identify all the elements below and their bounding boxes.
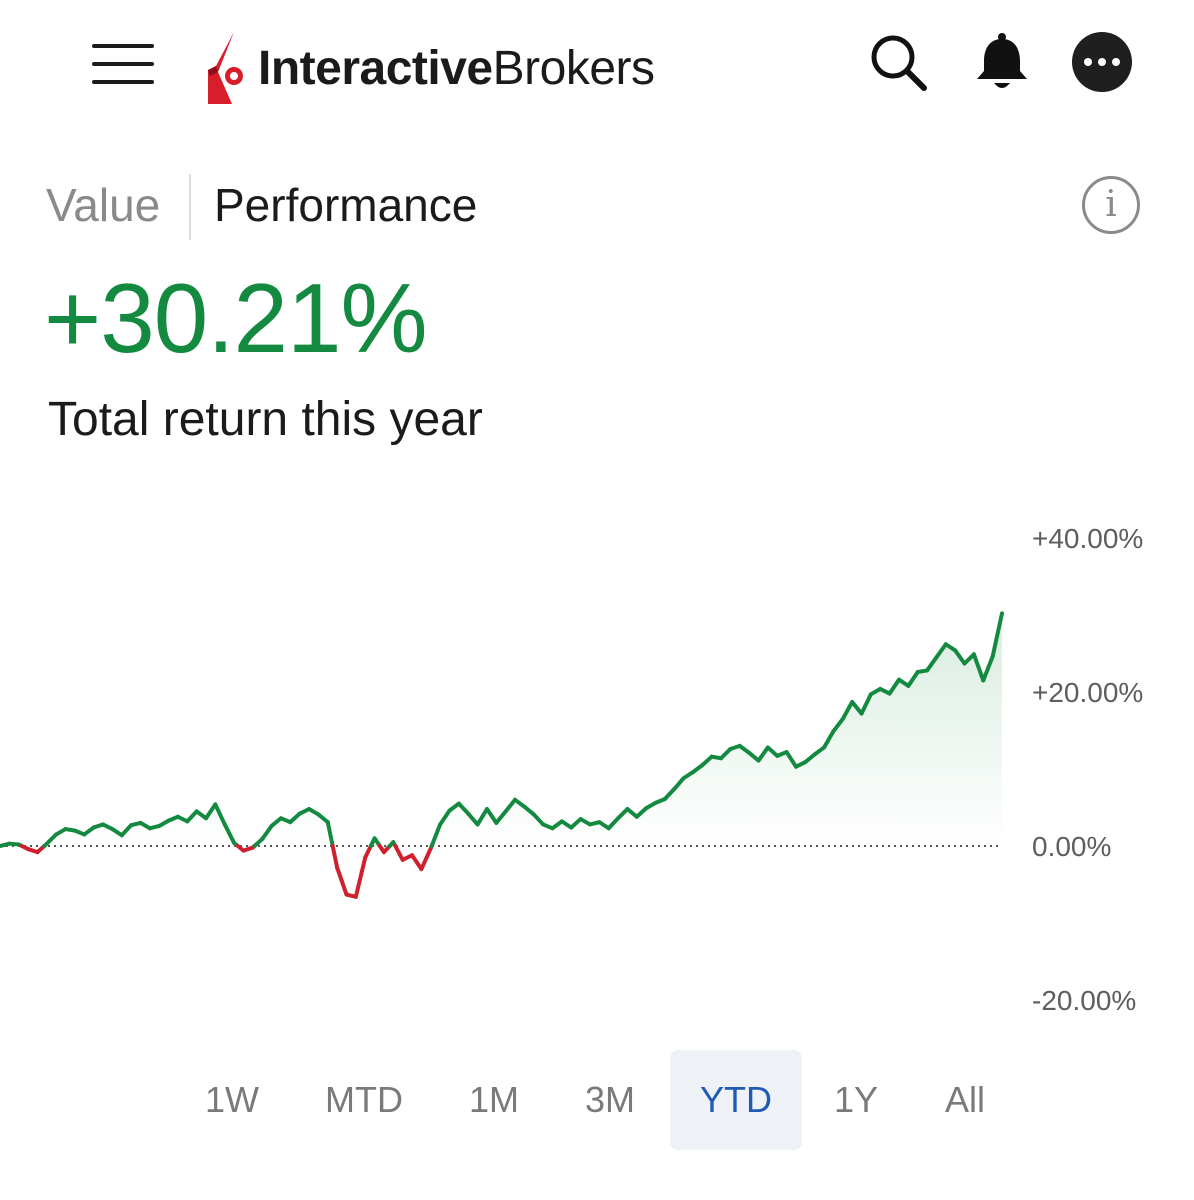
performance-line-segment: [260, 823, 274, 842]
performance-line-segment: [803, 752, 817, 765]
performance-line-segment: [288, 811, 302, 825]
performance-line-segment: [363, 844, 373, 860]
performance-line-segment: [44, 832, 59, 846]
performance-line-segment: [316, 812, 330, 825]
performance-line-segment: [466, 811, 480, 827]
range-3m[interactable]: 3M: [584, 1079, 635, 1120]
performance-line-segment: [971, 652, 986, 683]
performance-line-segment: [494, 809, 508, 825]
menu-icon-bar: [92, 62, 154, 66]
notifications-button[interactable]: [970, 30, 1034, 94]
tab-divider: [189, 174, 191, 240]
performance-line-segment: [213, 802, 227, 827]
brand-logo[interactable]: InteractiveBrokers: [204, 28, 655, 108]
tab-value[interactable]: Value: [46, 179, 161, 231]
performance-line-segment: [269, 816, 283, 828]
performance-line-segment: [503, 797, 518, 814]
search-button[interactable]: [866, 30, 930, 94]
performance-chart[interactable]: +40.00% +20.00% 0.00% -20.00%: [0, 510, 1194, 1030]
performance-line-segment: [204, 802, 218, 821]
performance-line-segment: [330, 844, 340, 870]
performance-area-fill: [0, 613, 1002, 846]
performance-line-segment: [719, 746, 733, 761]
performance-line-segment: [887, 677, 901, 696]
performance-line-segment: [850, 700, 864, 716]
info-icon: i: [1105, 184, 1117, 225]
performance-line-segment: [353, 855, 368, 899]
performance-line-segment: [625, 807, 639, 819]
performance-line-segment: [484, 807, 499, 825]
performance-line-segment: [185, 809, 199, 824]
more-options-button[interactable]: [1072, 32, 1132, 92]
performance-line-segment: [438, 808, 452, 827]
range-all[interactable]: All: [944, 1079, 985, 1120]
performance-line-segment: [325, 820, 335, 848]
performance-line-segment: [859, 692, 873, 716]
performance-line-segment: [606, 816, 621, 831]
performance-line-segment: [990, 611, 1004, 659]
search-icon: [871, 35, 927, 91]
total-return-caption: Total return this year: [48, 393, 483, 446]
menu-icon-bar: [92, 80, 154, 84]
performance-line-segment: [700, 754, 714, 768]
more-icon: [1084, 58, 1120, 66]
performance-line-segment: [765, 745, 780, 758]
performance-line-segment: [840, 700, 855, 721]
performance-line-segment: [616, 807, 630, 821]
y-tick-label: +20.00%: [1032, 677, 1143, 708]
total-return-value: +30.21%: [44, 263, 428, 373]
range-mtd[interactable]: MTD: [325, 1079, 403, 1120]
performance-line-segment: [335, 865, 349, 897]
performance-line-segment: [410, 853, 424, 872]
performance-line-segment: [531, 812, 546, 827]
menu-icon-bar: [92, 44, 154, 48]
tab-performance[interactable]: Performance: [214, 179, 478, 231]
performance-line-segment: [569, 817, 583, 830]
performance-line-segment: [662, 787, 677, 802]
performance-line-segment: [393, 844, 405, 862]
performance-line-segment: [672, 776, 686, 792]
brand-logo-mark-icon: [208, 32, 243, 104]
performance-line-segment: [831, 716, 845, 734]
range-ytd[interactable]: YTD: [670, 1050, 802, 1150]
performance-line-segment: [953, 648, 967, 666]
bell-icon: [977, 33, 1027, 88]
performance-line-segment: [429, 822, 443, 848]
performance-line-segment: [822, 729, 836, 750]
y-tick-label: -20.00%: [1032, 985, 1136, 1016]
y-tick-label: +40.00%: [1032, 523, 1143, 554]
performance-line-segment: [419, 846, 433, 872]
performance-line-segment: [222, 822, 237, 845]
performance-line-segment: [925, 655, 939, 673]
performance-line-segment: [756, 745, 770, 763]
brand-logo-text: InteractiveBrokers: [258, 41, 655, 95]
performance-line-segment: [119, 823, 134, 838]
performance-line-segment: [475, 807, 489, 827]
range-1m[interactable]: 1M: [468, 1079, 519, 1120]
info-button[interactable]: i: [1082, 176, 1140, 234]
range-1y[interactable]: 1Y: [833, 1079, 879, 1120]
performance-line-segment: [747, 750, 761, 763]
performance-line-segment: [981, 654, 995, 683]
performance-line-segment: [934, 642, 948, 660]
performance-line-segment: [522, 804, 536, 817]
menu-button[interactable]: [88, 40, 158, 88]
y-tick-label: 0.00%: [1032, 831, 1111, 862]
performance-line-segment: [906, 669, 920, 688]
performance-line-segment: [456, 801, 471, 816]
range-1w[interactable]: 1W: [205, 1079, 259, 1120]
performance-line-segment: [634, 806, 649, 819]
performance-line-segment: [784, 750, 798, 769]
